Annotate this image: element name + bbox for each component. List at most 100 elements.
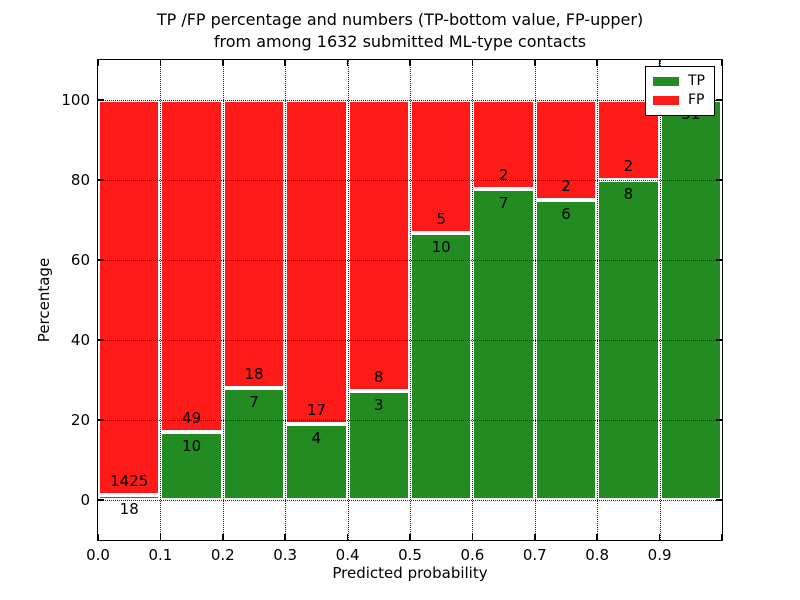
x-tick-label: 0.5 [398,546,422,564]
bar-label-tp: 4 [311,428,322,447]
x-gridline [160,60,162,540]
x-tick-label: 0.9 [647,546,672,564]
x-tick-mark [409,60,411,66]
bar-label-fp: 5 [436,210,446,229]
y-tick-mark [98,179,104,181]
bar-segment-fp [98,100,161,495]
x-tick-mark [346,534,349,540]
chart-title-line1: TP /FP percentage and numbers (TP-bottom… [156,10,644,29]
y-tick-mark [98,499,104,501]
bar-segment-tp [347,390,410,500]
x-gridline [285,60,287,540]
y-tick-label: 60 [70,251,90,269]
bar-label-fp: 49 [182,409,202,428]
bar-label-fp: 2 [623,157,634,175]
x-tick-mark [471,534,474,540]
bar-segment-fp [410,100,473,234]
tp-swatch-icon [653,77,679,86]
bar-segment-fp [534,100,598,200]
x-tick-mark [534,60,536,66]
bar-segment-tp [98,495,161,500]
bar-segment-fp [472,100,535,189]
x-gridline [534,60,536,540]
x-tick-mark [346,60,349,66]
bar-label-tp: 18 [119,500,139,518]
y-tick-mark [98,339,104,341]
x-tick-label: 0.2 [210,546,235,564]
x-tick-mark [222,60,224,66]
bar-segment-tp [160,432,223,500]
y-axis-label: Percentage [35,257,53,343]
x-gridline [410,60,411,540]
bar-segment-tp [659,100,722,500]
bar-label-tp: 6 [561,205,571,223]
bar-label-tp: 3 [374,395,384,414]
x-tick-mark [534,534,536,540]
y-tick-mark [716,259,722,261]
x-tick-mark [721,534,723,540]
x-tick-mark [596,60,598,66]
x-tick-mark [658,60,661,66]
x-tick-mark [97,534,99,540]
bar-segment-fp [347,100,410,391]
bar-segment-tp [472,188,535,500]
plot-area: 0 20 40 60 80 100 0.0 0.1 0.2 0.3 0.4 0.5 0.6 0.7 0.8 0… [61,59,723,564]
fp-swatch-icon [653,96,679,105]
x-gridline [222,60,224,540]
bar-label-tp: 10 [431,238,451,257]
legend-label-tp: TP [688,73,705,89]
y-tick-mark [716,179,722,181]
x-tick-label: 0.4 [335,546,360,564]
bar-segment-tp [222,388,286,500]
x-tick-label: 0.7 [522,546,547,564]
y-tick-mark [98,99,104,101]
bar-label-tp: 7 [498,193,509,212]
y-tick-mark [98,419,104,421]
legend: TP FP [645,66,715,116]
bar-label-fp: 2 [498,165,509,184]
y-tick-label: 40 [70,331,90,349]
y-tick-label: 0 [80,491,90,509]
x-tick-label: 0.0 [86,546,110,564]
bar-segment-tp [410,233,473,500]
x-tick-mark [596,534,598,540]
bar-label-tp: 10 [182,437,202,456]
bar-label-fp: 18 [244,365,264,383]
chart-title-line2: from among 1632 submitted ML-type contac… [213,32,587,51]
x-gridline [472,60,474,540]
bar-label-fp: 17 [306,400,326,419]
bar-label-fp: 1425 [110,472,149,490]
x-gridline [597,60,599,540]
y-tick-label: 100 [61,91,90,109]
bar-segment-fp [285,100,348,424]
legend-item-fp: FP [653,91,707,110]
y-tick-mark [98,259,104,261]
x-tick-mark [471,60,474,66]
bar-label-fp: 8 [374,367,384,386]
x-tick-label: 0.6 [460,546,485,564]
legend-label-fp: FP [688,92,705,108]
bar-segment-tp [534,200,598,500]
bar-segment-fp [160,100,223,433]
bar-segment-fp [222,100,286,388]
x-tick-mark [721,60,723,66]
x-tick-mark [97,60,99,66]
x-tick-mark [159,60,162,66]
x-tick-mark [159,534,162,540]
bar-label-tp: 7 [249,393,259,411]
y-tick-label: 20 [70,411,90,429]
x-tick-mark [284,60,286,66]
y-tick-mark [716,339,722,341]
x-tick-mark [409,534,411,540]
x-gridline [347,60,349,540]
y-tick-mark [716,419,722,421]
bar-segment-tp [285,423,348,500]
x-axis-label: Predicted probability [332,564,488,582]
bar-label-tp: 8 [623,185,634,203]
x-gridline [659,60,661,540]
y-tick-label: 80 [70,171,90,189]
y-tick-mark [716,99,722,101]
y-tick-mark [716,499,722,501]
x-tick-mark [658,534,661,540]
